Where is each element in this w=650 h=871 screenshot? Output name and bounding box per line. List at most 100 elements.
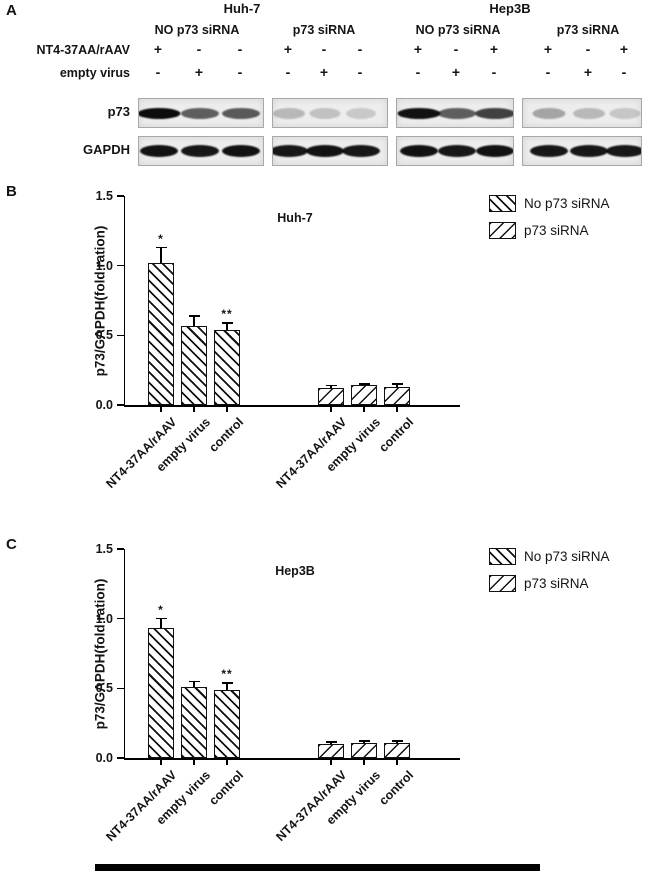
y-tick	[117, 404, 124, 406]
y-tick-label: 0.5	[95, 681, 113, 696]
legend-label: No p73 siRNA	[524, 196, 610, 211]
x-tick-label: control	[206, 415, 246, 455]
panel-a-label: A	[6, 2, 17, 19]
protein-band	[222, 145, 260, 157]
blot-strip	[272, 98, 388, 128]
error-bar-cap	[391, 740, 403, 742]
y-axis	[123, 196, 125, 407]
treatment-sign: +	[153, 41, 163, 57]
x-tick	[193, 759, 195, 765]
chart-title: Huh-7	[277, 211, 313, 225]
protein-band	[273, 145, 308, 157]
blot-strip	[138, 136, 264, 166]
x-tick-label: control	[376, 768, 416, 808]
x-tick	[226, 759, 228, 765]
error-bar-line	[193, 681, 195, 687]
error-bar-line	[396, 384, 398, 387]
error-bar-line	[226, 682, 228, 690]
error-bar-line	[226, 322, 228, 330]
protein-band	[400, 145, 438, 157]
x-tick	[363, 406, 365, 412]
y-tick	[117, 757, 124, 759]
error-bar-cap	[221, 322, 233, 324]
bar	[214, 329, 240, 405]
protein-band	[438, 107, 476, 119]
y-tick-label: 1.5	[95, 189, 113, 203]
protein-band	[342, 145, 380, 157]
protein-band	[532, 107, 566, 119]
group-label-hep3b-sirna: p73 siRNA	[556, 23, 620, 37]
error-bar-line	[396, 741, 398, 743]
treatment-sign: +	[413, 41, 423, 57]
protein-band	[606, 145, 641, 157]
error-bar-line	[160, 247, 162, 263]
error-bar-line	[193, 315, 195, 326]
error-bar-line	[330, 385, 332, 389]
treatment-sign: -	[453, 41, 459, 57]
x-tick-label: control	[206, 768, 246, 808]
treatment-sign: -	[285, 64, 291, 80]
error-bar-cap	[358, 740, 370, 742]
x-tick	[330, 406, 332, 412]
x-axis	[123, 758, 460, 760]
y-tick	[117, 334, 124, 337]
treatment-sign: -	[545, 64, 551, 80]
x-tick	[226, 406, 228, 412]
y-axis	[123, 549, 125, 760]
y-tick-label: 0.5	[95, 328, 113, 343]
treatment-sign: -	[155, 64, 161, 80]
legend-label: p73 siRNA	[524, 576, 589, 591]
empty-virus-row-label: empty virus	[59, 66, 130, 80]
error-bar-cap	[188, 680, 200, 683]
nt4-row-label: NT4-37AA/rAAV	[36, 43, 130, 57]
error-bar-line	[160, 618, 162, 629]
protein-band	[222, 107, 260, 119]
error-bar-cap	[155, 617, 167, 620]
error-bar-cap	[188, 315, 200, 317]
x-axis	[123, 405, 460, 407]
error-bar-line	[330, 741, 332, 745]
protein-band	[573, 107, 605, 119]
protein-band	[570, 145, 608, 157]
gapdh-blot-row	[0, 136, 650, 166]
group-label-huh7-sirna: p73 siRNA	[292, 23, 356, 37]
treatment-sign: +	[194, 64, 204, 80]
treatment-sign: -	[621, 64, 627, 80]
bar	[384, 742, 410, 758]
blot-strip	[396, 98, 514, 128]
y-tick-label: 1.5	[95, 542, 113, 556]
treatment-sign: -	[237, 41, 243, 57]
gapdh-blot-label: GAPDH	[83, 142, 130, 157]
treatment-sign: -	[237, 64, 243, 80]
legend-swatch	[489, 222, 516, 239]
panel-c-label: C	[6, 536, 17, 553]
group-label-huh7-no-sirna: NO p73 siRNA	[154, 23, 240, 37]
error-bar-line	[363, 741, 365, 743]
y-tick	[117, 617, 124, 620]
significance-marker: **	[221, 666, 233, 681]
legend-swatch	[489, 548, 516, 565]
nt4-signs-row: + - - + - - + - + + - +	[0, 41, 650, 61]
treatment-sign: -	[585, 41, 591, 57]
treatment-sign: -	[357, 64, 363, 80]
error-bar-cap	[358, 383, 370, 385]
panel-b-label: B	[6, 183, 17, 200]
treatment-sign: +	[319, 64, 329, 80]
y-tick	[117, 195, 124, 197]
treatment-sign: -	[491, 64, 497, 80]
blot-strip	[396, 136, 514, 166]
x-tick	[363, 759, 365, 765]
y-tick-label: 0.0	[95, 751, 113, 765]
p73-blot-label: p73	[107, 104, 130, 119]
error-bar-cap	[325, 741, 337, 743]
bar	[351, 742, 377, 758]
error-bar-cap	[155, 246, 167, 249]
y-tick	[117, 264, 124, 267]
legend-swatch	[489, 195, 516, 212]
y-axis-label: p73/GAPDH(fold ration)	[92, 578, 108, 729]
bar	[181, 325, 207, 405]
bar	[181, 686, 207, 758]
p73-blot-row	[0, 98, 650, 128]
protein-band	[397, 107, 441, 119]
protein-band	[530, 145, 568, 157]
